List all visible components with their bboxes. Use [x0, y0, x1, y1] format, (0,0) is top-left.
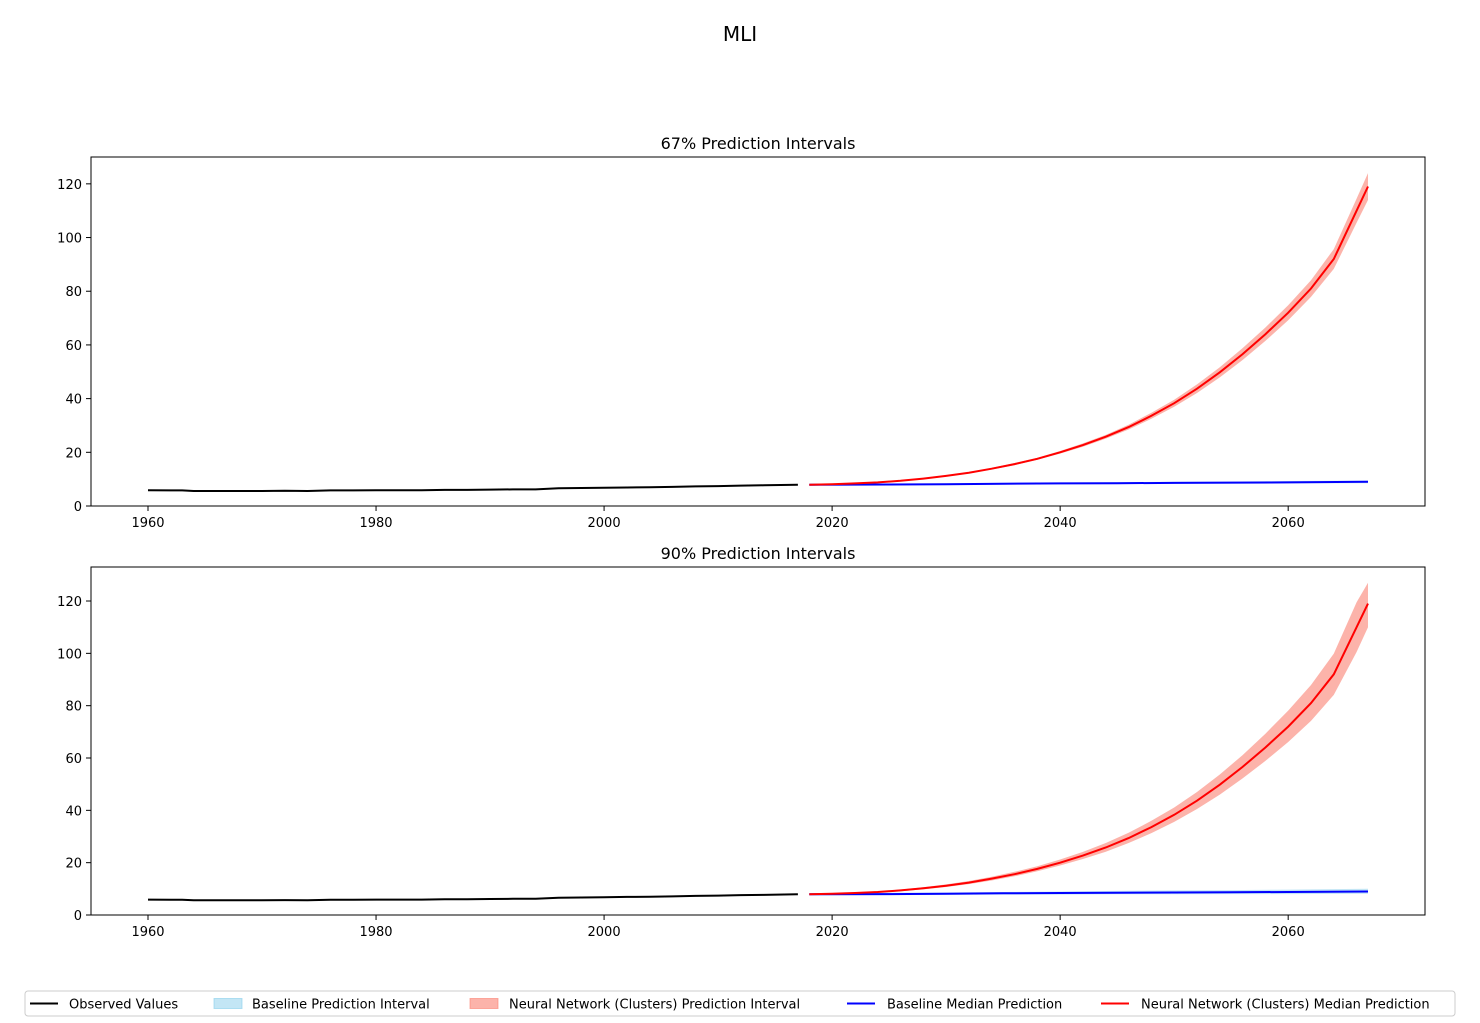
legend-label-nn_median: Neural Network (Clusters) Median Predict… — [1141, 998, 1430, 1013]
x-tick-label: 2060 — [1272, 925, 1305, 940]
x-tick-label: 1980 — [359, 516, 392, 531]
nn-median-line — [809, 603, 1369, 896]
legend-box — [24, 990, 1456, 1017]
observed-values-line — [147, 483, 798, 493]
baseline-median-line — [809, 480, 1369, 486]
y-tick-label: 80 — [65, 285, 82, 300]
x-tick-label: 2060 — [1272, 516, 1305, 531]
axes-frame — [90, 566, 1426, 916]
observed-values-line — [147, 893, 798, 902]
panel-67-percent: 67% Prediction Intervals 1960 1980 2000 202… — [57, 134, 1426, 531]
y-tick-label: 20 — [65, 857, 82, 872]
legend-label-observed: Observed Values — [69, 998, 178, 1013]
panel-title: 67% Prediction Intervals — [661, 134, 856, 153]
nn-prediction-interval-band — [809, 173, 1368, 486]
y-tick-label: 0 — [74, 500, 82, 515]
y-tick-label: 40 — [65, 393, 82, 408]
x-tick-label: 2020 — [816, 925, 849, 940]
y-tick-label: 60 — [65, 339, 82, 354]
y-tick-label: 60 — [65, 752, 82, 767]
legend-label-baseline_pi: Baseline Prediction Interval — [252, 998, 430, 1013]
y-tick-label: 120 — [57, 178, 82, 193]
y-tick-label: 20 — [65, 446, 82, 461]
legend-swatch-baseline_pi — [213, 998, 243, 1009]
x-tick-label: 1980 — [359, 925, 392, 940]
legend-label-baseline_median: Baseline Median Prediction — [887, 998, 1062, 1013]
y-tick-label: 0 — [74, 909, 82, 924]
y-tick-label: 40 — [65, 804, 82, 819]
y-tick-label: 100 — [57, 647, 82, 662]
figure-title: MLI — [723, 22, 757, 46]
y-tick-label: 100 — [57, 232, 82, 247]
axes-frame — [90, 156, 1426, 507]
legend: Observed Values Baseline Prediction Inter… — [24, 990, 1456, 1017]
x-tick-label: 2040 — [1044, 925, 1077, 940]
x-tick-label: 2000 — [588, 516, 621, 531]
x-tick-label: 1960 — [131, 925, 164, 940]
y-tick-label: 80 — [65, 700, 82, 715]
panel-90-percent: 90% Prediction Intervals 1960 1980 2000 202… — [57, 544, 1426, 940]
x-tick-label: 1960 — [131, 516, 164, 531]
nn-median-line — [809, 186, 1369, 486]
panel-title: 90% Prediction Intervals — [661, 544, 856, 563]
baseline-median-line — [809, 890, 1369, 896]
x-tick-label: 2020 — [816, 516, 849, 531]
nn-prediction-interval-band — [809, 582, 1368, 895]
legend-swatch-nn_pi — [469, 998, 499, 1009]
x-tick-label: 2040 — [1044, 516, 1077, 531]
x-tick-label: 2000 — [588, 925, 621, 940]
legend-label-nn_pi: Neural Network (Clusters) Prediction Int… — [509, 998, 800, 1013]
y-tick-label: 120 — [57, 595, 82, 610]
